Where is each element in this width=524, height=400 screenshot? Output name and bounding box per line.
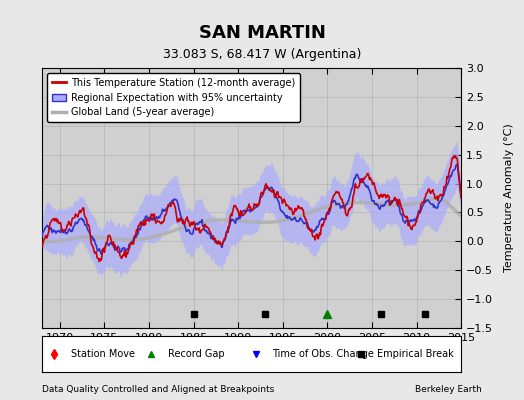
Text: Berkeley Earth: Berkeley Earth <box>416 385 482 394</box>
Text: Time of Obs. Change: Time of Obs. Change <box>272 349 374 359</box>
Text: 33.083 S, 68.417 W (Argentina): 33.083 S, 68.417 W (Argentina) <box>163 48 361 61</box>
Text: Empirical Break: Empirical Break <box>377 349 454 359</box>
Y-axis label: Temperature Anomaly (°C): Temperature Anomaly (°C) <box>504 124 514 272</box>
Legend: This Temperature Station (12-month average), Regional Expectation with 95% uncer: This Temperature Station (12-month avera… <box>47 73 300 122</box>
Text: Data Quality Controlled and Aligned at Breakpoints: Data Quality Controlled and Aligned at B… <box>42 385 274 394</box>
Text: Record Gap: Record Gap <box>168 349 224 359</box>
Text: SAN MARTIN: SAN MARTIN <box>199 24 325 42</box>
Text: Station Move: Station Move <box>71 349 135 359</box>
